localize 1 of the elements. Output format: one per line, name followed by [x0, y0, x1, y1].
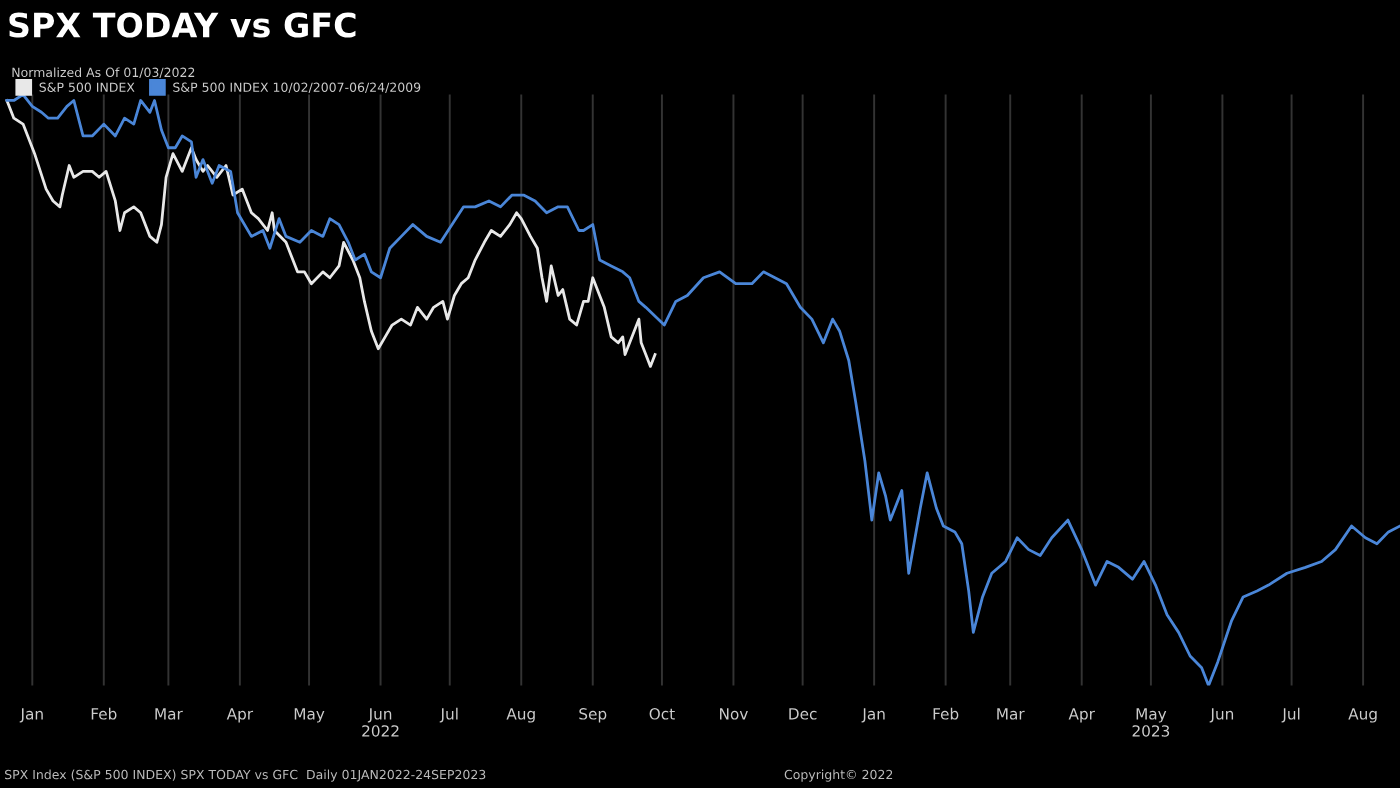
chart-title: SPX TODAY vs GFC [9, 12, 356, 38]
